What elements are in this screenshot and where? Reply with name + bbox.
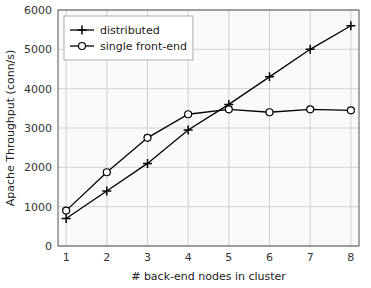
plot-area bbox=[58, 10, 359, 246]
point bbox=[62, 214, 71, 223]
grid-line bbox=[58, 128, 359, 129]
point bbox=[63, 207, 70, 214]
point bbox=[266, 109, 273, 116]
point bbox=[306, 45, 315, 54]
point bbox=[225, 106, 232, 113]
legend-label: single front-end bbox=[100, 40, 187, 53]
x-axis-label: # back-end nodes in cluster bbox=[131, 270, 286, 283]
series-group bbox=[62, 21, 356, 223]
point bbox=[143, 159, 152, 168]
tick-label: 5 bbox=[225, 251, 232, 264]
tick-label: 1 bbox=[63, 251, 70, 264]
legend-label: distributed bbox=[100, 24, 160, 37]
point bbox=[103, 169, 110, 176]
grid-line bbox=[269, 10, 270, 246]
point bbox=[185, 111, 192, 118]
series bbox=[63, 106, 355, 214]
tick-label: 4000 bbox=[24, 83, 52, 96]
tick-label: 6000 bbox=[24, 4, 52, 17]
tick-label: 2000 bbox=[24, 161, 52, 174]
plot-frame bbox=[58, 10, 359, 246]
point bbox=[102, 186, 111, 195]
tick-label: 3000 bbox=[24, 122, 52, 135]
grid-line bbox=[58, 206, 359, 207]
tick-label: 2 bbox=[103, 251, 110, 264]
legend-box bbox=[64, 16, 193, 60]
tick-label: 8 bbox=[347, 251, 354, 264]
legend: distributed single front-end bbox=[64, 16, 193, 60]
point bbox=[347, 107, 354, 114]
line bbox=[66, 109, 351, 210]
point bbox=[265, 72, 274, 81]
grid-line bbox=[58, 167, 359, 168]
tick-label: 1000 bbox=[24, 201, 52, 214]
grid bbox=[58, 10, 359, 246]
tick-label: 5000 bbox=[24, 43, 52, 56]
legend-marker bbox=[79, 43, 86, 50]
grid-line bbox=[58, 88, 359, 89]
point bbox=[184, 125, 193, 134]
tick-label: 7 bbox=[307, 251, 314, 264]
point bbox=[307, 106, 314, 113]
series bbox=[62, 21, 356, 223]
grid-line bbox=[350, 10, 351, 246]
legend-marker bbox=[78, 26, 87, 35]
tick-label: 6 bbox=[266, 251, 273, 264]
grid-line bbox=[228, 10, 229, 246]
point bbox=[346, 21, 355, 30]
y-axis-label: Apache Throughput (conn/s) bbox=[4, 50, 17, 207]
chart: 0 1000 2000 3000 4000 5000 6000 1 2 3 4 5 6 7 8 # back-… bbox=[0, 0, 371, 288]
tick-label: 0 bbox=[45, 240, 52, 253]
tick-label: 3 bbox=[144, 251, 151, 264]
point bbox=[144, 134, 151, 141]
tick-label: 4 bbox=[185, 251, 192, 264]
